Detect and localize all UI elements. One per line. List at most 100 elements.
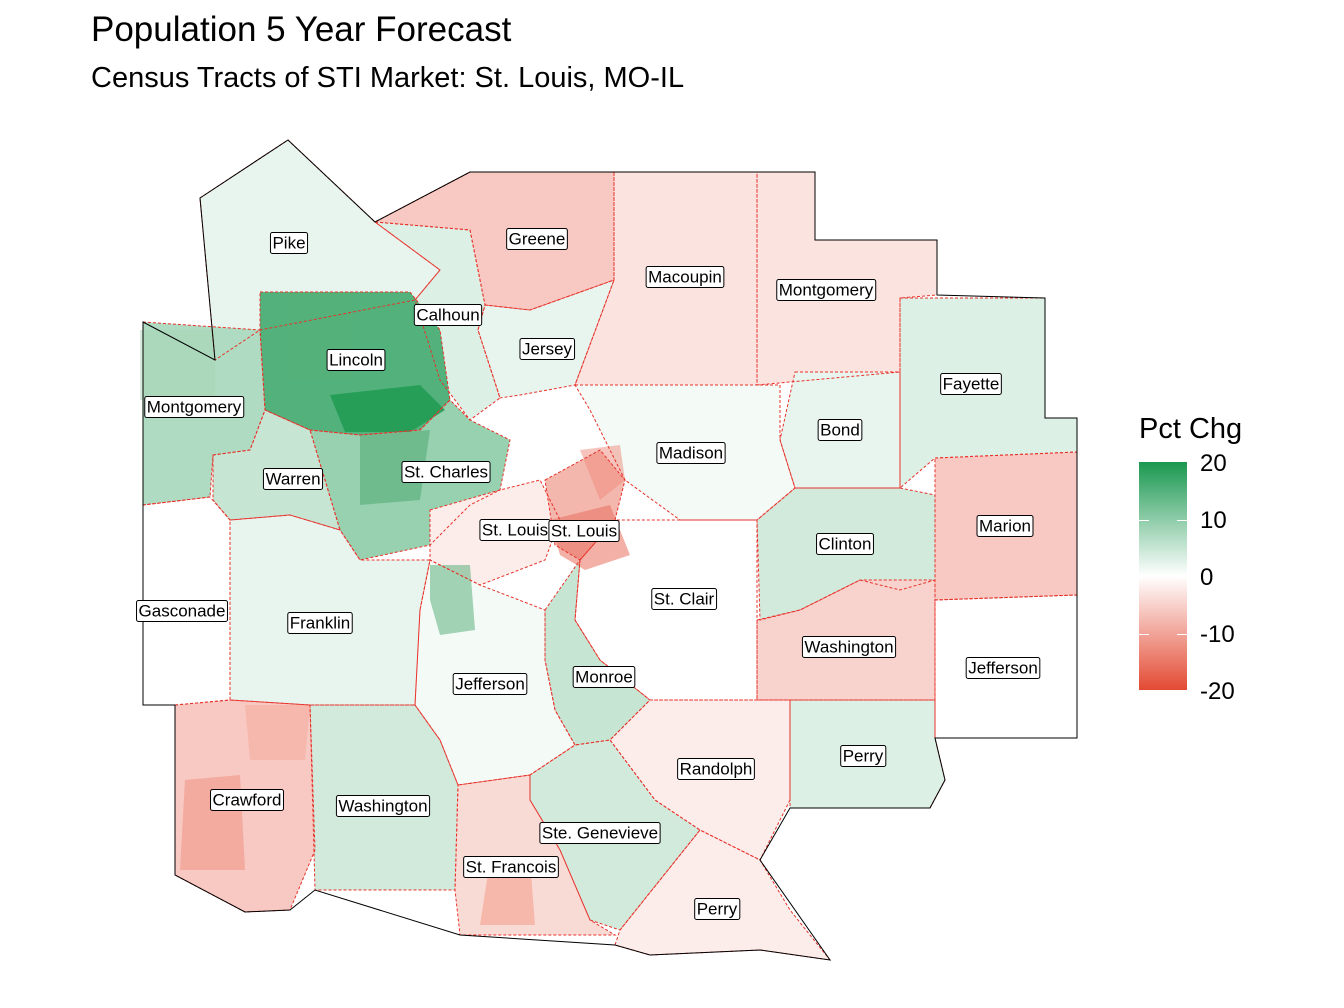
county-label-text: Clinton <box>819 535 872 554</box>
county-border <box>229 514 431 706</box>
county-border <box>529 739 701 931</box>
county-border <box>779 371 901 489</box>
tract-accent <box>360 430 430 505</box>
map-subtitle: Census Tracts of STI Market: St. Louis, … <box>91 62 685 94</box>
county-label-box <box>548 520 620 542</box>
county-label-text: Jefferson <box>455 675 525 694</box>
market-outline <box>142 139 1078 961</box>
county-label-text: Washington <box>804 638 893 657</box>
legend-colorbar <box>1139 462 1187 690</box>
county-border <box>574 519 758 701</box>
county-label-box <box>677 758 755 780</box>
county-label-text: Madison <box>659 444 723 463</box>
county-labels: Pike Greene Macoupin Montgomery Calhoun Jerse… <box>136 228 1041 920</box>
legend-tick-mark <box>1139 634 1149 635</box>
county-label-text: St. Clair <box>654 590 715 609</box>
county-label-box <box>269 232 309 254</box>
county-label-box <box>645 266 725 288</box>
county-label-box <box>817 419 863 441</box>
county-label-text: Warren <box>265 470 320 489</box>
county-label-text: Lincoln <box>329 351 383 370</box>
county-label-box <box>335 795 431 817</box>
legend-tick-label: -20 <box>1200 678 1235 705</box>
county-region <box>230 515 430 705</box>
legend-tick-mark <box>1139 520 1149 521</box>
county-label-box <box>940 373 1002 395</box>
county-label-box <box>401 461 491 483</box>
county-label-box <box>965 657 1041 679</box>
county-region <box>757 172 937 385</box>
tract-accent <box>140 330 215 400</box>
county-label-text: Franklin <box>290 614 350 633</box>
county-label-box <box>144 396 245 418</box>
legend-tick-label: -10 <box>1200 621 1235 648</box>
county-label-text: Bond <box>820 421 860 440</box>
legend-tick-mark <box>1177 577 1187 578</box>
county-label-text: Monroe <box>575 668 633 687</box>
county-label-text: Perry <box>697 900 738 919</box>
county-label-box <box>262 468 324 490</box>
legend-tick-label: 10 <box>1200 507 1227 534</box>
tract-accent <box>430 565 475 635</box>
county-region <box>375 172 614 310</box>
county-label-box <box>287 612 353 634</box>
county-label-box <box>539 822 661 844</box>
county-label-box <box>801 636 897 658</box>
legend-tick-label: 0 <box>1200 564 1214 591</box>
county-label-text: Jersey <box>522 340 573 359</box>
county-label-text: Jefferson <box>968 659 1038 678</box>
county-region <box>615 830 830 960</box>
county-border <box>212 409 341 531</box>
legend-tick-mark <box>1139 577 1149 578</box>
county-label-text: Perry <box>843 747 884 766</box>
county-label-text: Washington <box>338 797 427 816</box>
county-label-text: Greene <box>509 230 566 249</box>
legend-title: Pct Chg <box>1139 413 1243 445</box>
county-label-text: St. Francois <box>466 858 557 877</box>
county-label-box <box>572 666 636 688</box>
county-border <box>309 399 511 561</box>
tract-accent <box>330 385 445 432</box>
county-label-box <box>651 588 718 610</box>
county-label-text: Montgomery <box>779 281 874 300</box>
county-label-box <box>463 856 559 878</box>
county-label-text: St. Charles <box>404 463 488 482</box>
county-label-box <box>776 279 877 301</box>
county-label-text: Fayette <box>943 375 1000 394</box>
county-label-text: Ste. Genevieve <box>542 824 658 843</box>
map-title: Population 5 Year Forecast <box>91 10 512 49</box>
county-border <box>454 774 617 936</box>
tract-accent <box>580 445 625 500</box>
county-label-box <box>656 442 726 464</box>
county-label-text: Pike <box>272 234 305 253</box>
county-label-box <box>452 673 528 695</box>
county-label-box <box>136 600 228 622</box>
county-label-box <box>413 304 483 326</box>
county-label-text: Randolph <box>680 760 753 779</box>
county-label-text: Macoupin <box>648 268 722 287</box>
county-label-box <box>519 338 576 360</box>
county-border <box>373 221 501 421</box>
county-label-text: Calhoun <box>416 306 479 325</box>
county-label-text: Gasconade <box>139 602 226 621</box>
county-label-box <box>694 898 741 920</box>
county-label-box <box>326 349 386 371</box>
county-label-text: Montgomery <box>147 398 242 417</box>
tract-accent <box>245 705 310 760</box>
county-label-box <box>840 745 887 767</box>
county-border <box>756 487 936 621</box>
county-label-text: St. Louis <box>551 522 617 541</box>
county-region <box>545 560 650 745</box>
county-label-text: St. Louis <box>482 521 548 540</box>
county-label-box <box>976 515 1034 537</box>
county-borders <box>142 139 1078 961</box>
legend-tick-mark <box>1177 520 1187 521</box>
county-label-box <box>506 228 568 250</box>
county-label-text: Marion <box>979 517 1031 536</box>
county-label-text: Crawford <box>213 791 282 810</box>
legend-tick-mark <box>1177 634 1187 635</box>
county-border <box>574 384 796 521</box>
legend-tick-label: 20 <box>1200 450 1227 477</box>
county-label-box <box>816 533 874 555</box>
